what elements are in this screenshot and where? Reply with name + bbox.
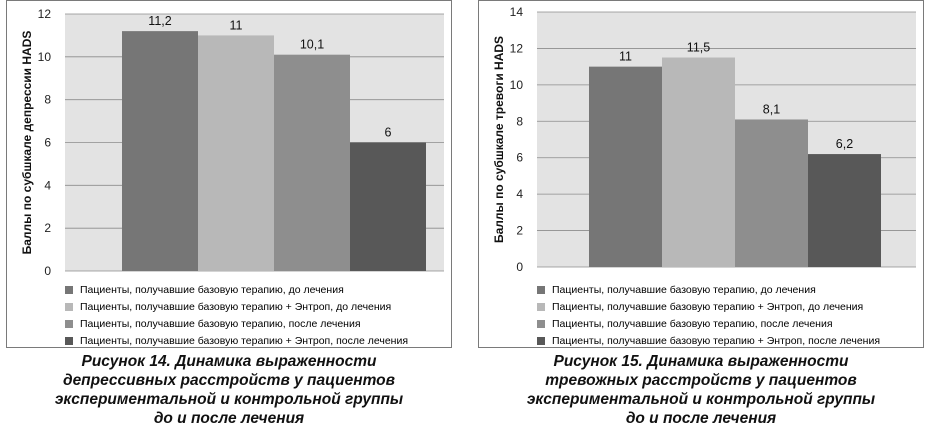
legend-item: Пациенты, получавшие базовую терапию + Э… xyxy=(65,298,445,315)
y-tick-label: 6 xyxy=(516,151,523,165)
data-label: 6,2 xyxy=(836,137,853,151)
bar xyxy=(662,57,735,268)
data-label: 6 xyxy=(385,126,392,140)
caption-line: экспериментальной и контрольной группы xyxy=(526,391,876,408)
legend-item: Пациенты, получавшие базовую терапию + Э… xyxy=(537,332,917,349)
y-axis-label: Баллы по субшкале тревоги HADS xyxy=(492,36,506,243)
y-tick-label: 10 xyxy=(510,78,524,92)
y-tick-label: 8 xyxy=(44,93,51,107)
y-tick-label: 12 xyxy=(510,41,524,55)
data-label: 11 xyxy=(619,50,632,64)
chart-frame: 0 2 4 6 8 10 12 11,2 11 10,1 6 Баллы по субшкале де… xyxy=(6,0,452,348)
legend-label: Пациенты, получавшие базовую терапию, до… xyxy=(552,283,816,296)
bar xyxy=(198,35,274,271)
legend-swatch xyxy=(537,319,545,328)
caption-line: до и после лечения xyxy=(625,410,777,427)
caption-line: экспериментальной и контрольной группы xyxy=(54,391,404,408)
caption-line: депрессивных расстройств у пациентов xyxy=(62,372,396,389)
legend-item: Пациенты, получавшие базовую терапию + Э… xyxy=(65,332,445,349)
bar-chart-anxiety: 0 2 4 6 8 10 12 14 11 11,5 8,1 6,2 Баллы по субшкале… xyxy=(492,5,916,274)
legend-label: Пациенты, получавшие базовую терапию, до… xyxy=(80,283,344,296)
bar xyxy=(589,66,662,268)
legend-item: Пациенты, получавшие базовую терапию, до… xyxy=(537,281,917,298)
y-tick-label: 10 xyxy=(38,50,52,64)
figure-caption: Рисунок 15. Динамика выраженности тревож… xyxy=(478,352,924,428)
y-tick-label: 4 xyxy=(516,187,523,201)
caption-line: до и после лечения xyxy=(153,410,305,427)
y-tick-label: 14 xyxy=(510,5,524,19)
data-label: 11 xyxy=(230,18,243,32)
figure-caption: Рисунок 14. Динамика выраженности депрес… xyxy=(6,352,452,428)
y-tick-label: 0 xyxy=(44,264,51,278)
legend-item: Пациенты, получавшие базовую терапию + Э… xyxy=(537,298,917,315)
bar-chart-depression: 0 2 4 6 8 10 12 11,2 11 10,1 6 Баллы по субшкале де… xyxy=(20,7,444,278)
bar xyxy=(808,154,881,267)
data-label: 8,1 xyxy=(763,102,780,116)
legend-swatch xyxy=(537,285,545,294)
y-tick-label: 2 xyxy=(44,221,51,235)
y-tick-label: 0 xyxy=(516,260,523,274)
legend-swatch xyxy=(65,336,73,345)
legend-item: Пациенты, получавшие базовую терапию, по… xyxy=(537,315,917,332)
data-label: 11,5 xyxy=(687,41,710,55)
chart-frame: 0 2 4 6 8 10 12 14 11 11,5 8,1 6,2 Баллы по субшкале… xyxy=(478,0,924,348)
bar xyxy=(735,119,808,267)
chart-legend: Пациенты, получавшие базовую терапию, до… xyxy=(65,281,445,349)
legend-swatch xyxy=(65,302,73,311)
legend-swatch xyxy=(537,336,545,345)
y-tick-label: 12 xyxy=(38,7,52,21)
legend-label: Пациенты, получавшие базовую терапию + Э… xyxy=(552,334,881,347)
legend-swatch xyxy=(65,285,73,294)
legend-item: Пациенты, получавшие базовую терапию, по… xyxy=(65,315,445,332)
bar xyxy=(350,142,426,271)
legend-item: Пациенты, получавшие базовую терапию, до… xyxy=(65,281,445,298)
legend-label: Пациенты, получавшие базовую терапию, по… xyxy=(80,317,361,330)
data-label: 10,1 xyxy=(300,38,324,52)
bar xyxy=(122,31,198,272)
y-tick-label: 6 xyxy=(44,136,51,150)
data-label: 11,2 xyxy=(148,14,171,28)
caption-line: Рисунок 15. Динамика выраженности xyxy=(553,353,849,370)
legend-label: Пациенты, получавшие базовую терапию, по… xyxy=(552,317,833,330)
y-tick-label: 2 xyxy=(516,224,523,238)
y-axis-label: Баллы по субшкале депрессии HADS xyxy=(20,31,34,255)
legend-swatch xyxy=(65,319,73,328)
caption-line: Рисунок 14. Динамика выраженности xyxy=(81,353,377,370)
legend-swatch xyxy=(537,302,545,311)
legend-label: Пациенты, получавшие базовую терапию + Э… xyxy=(552,300,864,313)
legend-label: Пациенты, получавшие базовую терапию + Э… xyxy=(80,300,392,313)
chart-legend: Пациенты, получавшие базовую терапию, до… xyxy=(537,281,917,349)
caption-line: тревожных расстройств у пациентов xyxy=(545,372,857,389)
legend-label: Пациенты, получавшие базовую терапию + Э… xyxy=(80,334,409,347)
bar xyxy=(274,54,350,271)
y-tick-label: 4 xyxy=(44,178,51,192)
y-tick-label: 8 xyxy=(516,114,523,128)
